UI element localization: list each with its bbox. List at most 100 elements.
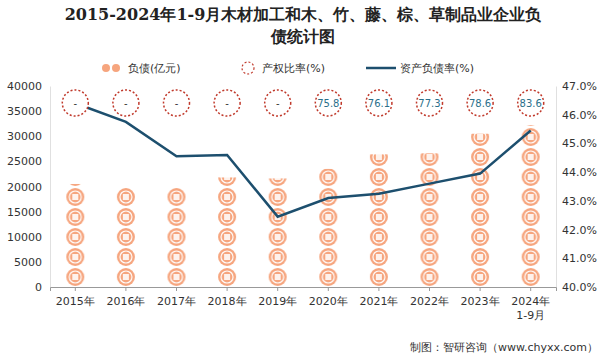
y2-tick: 44.0% xyxy=(556,166,597,179)
x-tick-label: 2022年 xyxy=(410,295,449,308)
y2-tick: 46.0% xyxy=(556,109,597,122)
ratio-marker xyxy=(113,90,139,116)
x-tick: 2015年 xyxy=(56,287,95,308)
bar xyxy=(520,125,542,287)
y-tick: 40000 xyxy=(7,80,50,93)
y-tick-label: 5000 xyxy=(14,256,42,269)
ratio-marker xyxy=(164,90,190,116)
ratio-marker xyxy=(467,90,493,116)
x-tick-mark xyxy=(328,287,329,291)
ratio-marker xyxy=(518,90,544,116)
ratio-label: 83.6 xyxy=(520,98,542,109)
x-tick-label: 2021年 xyxy=(359,295,398,308)
ratio-marker xyxy=(265,90,291,116)
y-tick-label: 25000 xyxy=(7,155,42,168)
x-tick: 2023年 xyxy=(461,287,500,308)
y-tick: 0 xyxy=(35,281,50,294)
legend-swatch xyxy=(112,64,120,72)
line xyxy=(75,103,530,216)
legend-item: 资产负债率(%) xyxy=(366,62,474,75)
legend-item: 负债(亿元) xyxy=(102,62,181,75)
ratio-label: 76.1 xyxy=(368,98,390,109)
y-tick-label: 10000 xyxy=(7,231,42,244)
y2-tick: 43.0% xyxy=(556,195,597,208)
y-tick-label: 15000 xyxy=(7,206,42,219)
x-tick-mark xyxy=(176,287,177,291)
x-tick-label: 2016年 xyxy=(106,295,145,308)
x-tick: 2020年 xyxy=(309,287,348,308)
x-tick-mark xyxy=(530,287,531,291)
x-tick-mark xyxy=(429,287,430,291)
ratio-label: - xyxy=(124,98,128,109)
y-tick: 30000 xyxy=(7,130,50,143)
y2-tick-label: 40.0% xyxy=(562,281,597,294)
x-axis-line xyxy=(51,288,557,292)
ratio-label: 77.3 xyxy=(418,98,440,109)
x-tick: 2017年 xyxy=(157,287,196,308)
legend-swatch xyxy=(102,64,110,72)
ratio-label: - xyxy=(225,98,229,109)
bar xyxy=(469,134,491,287)
legend-label: 资产负债率(%) xyxy=(400,62,474,75)
x-tick-mark xyxy=(480,287,481,291)
x-tick-mark xyxy=(125,287,126,291)
y2-tick-label: 42.0% xyxy=(562,224,597,237)
legend-swatch xyxy=(366,67,396,70)
y2-tick: 47.0% xyxy=(556,80,597,93)
bar xyxy=(64,184,86,287)
y-axis-line xyxy=(50,87,51,288)
ratio-marker xyxy=(62,90,88,116)
x-tick-label: 2019年 xyxy=(258,295,297,308)
y2-tick: 45.0% xyxy=(556,137,597,150)
bar xyxy=(419,153,441,287)
x-tick-mark xyxy=(227,287,228,291)
x-tick: 2022年 xyxy=(410,287,449,308)
x-tick-label: 2015年 xyxy=(56,295,95,308)
x-tick-label: 2017年 xyxy=(157,295,196,308)
y2-tick-label: 45.0% xyxy=(562,137,597,150)
legend-label: 产权比率(%) xyxy=(262,62,325,75)
y-tick-label: 35000 xyxy=(7,105,42,118)
y2-tick: 42.0% xyxy=(556,224,597,237)
x-tick: 2018年 xyxy=(208,287,247,308)
y2-tick: 40.0% xyxy=(556,281,597,294)
bar xyxy=(368,154,390,287)
y-tick-label: 30000 xyxy=(7,130,42,143)
ratio-label: 75.8 xyxy=(317,98,339,109)
x-tick: 2021年 xyxy=(359,287,398,308)
ratio-label: - xyxy=(276,98,280,109)
y-axis: 0 5000 10000 15000 20000 25000 30000 35000 40000 xyxy=(7,80,51,294)
x-tick-label: 2023年 xyxy=(461,295,500,308)
y2-tick-label: 41.0% xyxy=(562,252,597,265)
y-tick-label: 0 xyxy=(35,281,42,294)
marks xyxy=(64,103,541,287)
x-tick-label: 2020年 xyxy=(309,295,348,308)
x-tick: 2016年 xyxy=(106,287,145,308)
bar xyxy=(216,177,238,287)
y-tick-label: 20000 xyxy=(7,181,42,194)
y-tick: 20000 xyxy=(7,181,50,194)
x-tick-mark xyxy=(378,287,379,291)
chart-title: 2015-2024年1-9月木材加工和木、竹、藤、棕、草制品业企业负债统计图 xyxy=(60,4,546,48)
ratio-label: - xyxy=(73,98,77,109)
ratio-row: -----75.876.177.378.683.6 xyxy=(62,90,543,116)
ratio-marker xyxy=(417,90,443,116)
y2-axis-line xyxy=(556,87,557,288)
bar xyxy=(115,188,137,287)
bar xyxy=(267,178,289,287)
ratio-marker xyxy=(315,90,341,116)
y2-tick-label: 47.0% xyxy=(562,80,597,93)
y2-tick-label: 46.0% xyxy=(562,109,597,122)
y-tick: 10000 xyxy=(7,231,50,244)
ratio-marker xyxy=(366,90,392,116)
y-tick-label: 40000 xyxy=(7,80,42,93)
y2-tick-label: 43.0% xyxy=(562,195,597,208)
x-tick: 2024年1-9月 xyxy=(511,287,550,322)
y-tick: 35000 xyxy=(7,105,50,118)
legend-label: 负债(亿元) xyxy=(128,62,181,75)
y-tick: 25000 xyxy=(7,155,50,168)
bar xyxy=(166,188,188,287)
x-axis: 2015年 2016年 2017年 2018年 2019年 2020年 2021年 2022年… xyxy=(51,287,557,322)
bar xyxy=(317,169,339,287)
ratio-marker xyxy=(214,90,240,116)
